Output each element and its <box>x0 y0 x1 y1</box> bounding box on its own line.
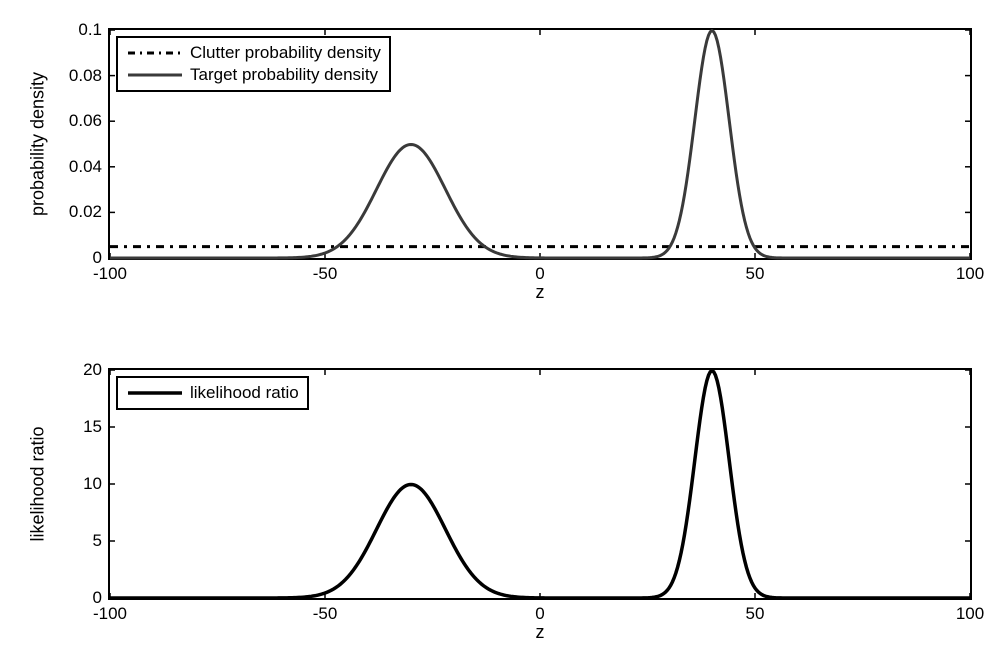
legend-swatch <box>126 43 184 63</box>
top-y-axis-label: probability density <box>28 72 49 216</box>
bottom-legend: likelihood ratio <box>116 376 309 410</box>
y-tick-label: 0.06 <box>69 111 102 131</box>
x-tick-label: 100 <box>956 604 984 624</box>
x-tick-label: 0 <box>535 604 544 624</box>
bottom-x-axis-label: z <box>536 622 545 643</box>
y-tick-label: 0.1 <box>78 20 102 40</box>
legend-entry: Clutter probability density <box>126 42 381 64</box>
y-tick-label: 20 <box>83 360 102 380</box>
y-tick-label: 0.08 <box>69 66 102 86</box>
legend-entry: likelihood ratio <box>126 382 299 404</box>
y-tick-label: 10 <box>83 474 102 494</box>
legend-entry: Target probability density <box>126 64 381 86</box>
top-x-axis-label: z <box>536 282 545 303</box>
x-tick-label: -50 <box>313 264 338 284</box>
x-tick-label: -50 <box>313 604 338 624</box>
legend-swatch <box>126 383 184 403</box>
y-tick-label: 0 <box>93 248 102 268</box>
bottom-y-axis-label: likelihood ratio <box>28 426 49 541</box>
legend-label: Clutter probability density <box>190 43 381 63</box>
x-tick-label: 0 <box>535 264 544 284</box>
y-tick-label: 0.04 <box>69 157 102 177</box>
y-tick-label: 0 <box>93 588 102 608</box>
top-plot-area: Clutter probability densityTarget probab… <box>108 28 972 260</box>
legend-label: Target probability density <box>190 65 378 85</box>
y-tick-label: 15 <box>83 417 102 437</box>
bottom-plot-area: likelihood ratio <box>108 368 972 600</box>
y-tick-label: 0.02 <box>69 202 102 222</box>
y-tick-label: 5 <box>93 531 102 551</box>
figure: Clutter probability densityTarget probab… <box>0 0 1000 670</box>
x-tick-label: 50 <box>746 264 765 284</box>
x-tick-label: 50 <box>746 604 765 624</box>
top-legend: Clutter probability densityTarget probab… <box>116 36 391 92</box>
x-tick-label: 100 <box>956 264 984 284</box>
legend-label: likelihood ratio <box>190 383 299 403</box>
legend-swatch <box>126 65 184 85</box>
